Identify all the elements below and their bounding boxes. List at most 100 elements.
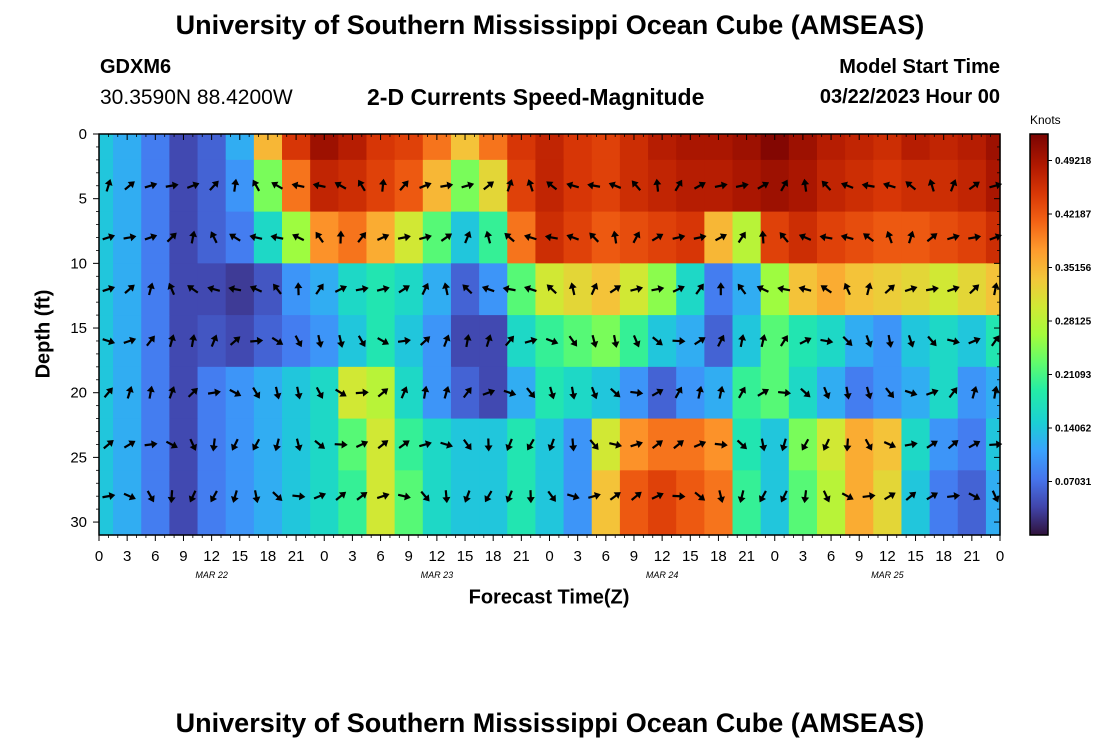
- heat-cell: [901, 470, 931, 536]
- current-arrow: [397, 233, 411, 242]
- heat-cell: [901, 211, 931, 264]
- colorbar-units: Knots: [1030, 113, 1061, 127]
- x-tick-label: 3: [348, 548, 356, 565]
- current-arrow: [672, 285, 685, 293]
- current-arrow: [884, 284, 895, 295]
- current-arrow: [464, 231, 472, 244]
- current-arrow: [252, 179, 261, 192]
- current-arrow: [883, 181, 896, 190]
- current-arrow: [904, 389, 918, 397]
- station-coordinates: 30.3590N 88.4200W: [100, 86, 293, 109]
- current-arrow: [294, 386, 303, 400]
- current-arrow: [947, 440, 959, 450]
- current-arrow: [399, 180, 409, 191]
- heat-cell: [535, 418, 565, 471]
- current-arrow: [442, 490, 451, 504]
- current-arrow: [526, 490, 535, 504]
- current-arrow: [189, 334, 198, 348]
- y-tick-label: 5: [79, 191, 87, 208]
- current-arrow: [738, 386, 746, 399]
- current-arrow: [546, 284, 557, 295]
- current-arrow: [949, 179, 958, 192]
- current-arrow: [189, 438, 197, 451]
- current-arrow: [209, 438, 218, 452]
- current-arrow: [252, 438, 261, 451]
- current-arrow: [210, 490, 218, 503]
- current-arrow: [566, 492, 580, 501]
- heat-cell: [648, 211, 677, 264]
- x-tick-label: 6: [151, 548, 159, 565]
- current-arrow: [355, 285, 369, 293]
- current-arrow: [778, 388, 792, 397]
- current-arrow: [907, 334, 915, 348]
- heat-cell: [788, 366, 818, 420]
- current-arrow: [165, 181, 179, 190]
- current-arrow: [693, 181, 706, 190]
- current-arrow: [672, 337, 686, 346]
- current-arrow: [799, 336, 812, 345]
- chart-axes: 0 3 6 9 12 15 18 21 0 3 6 9 12 15 18 21 0 3 6 9 12 15 18 21 0 3 6 9…: [70, 126, 1004, 580]
- current-arrow: [294, 438, 303, 452]
- heat-cell: [845, 470, 874, 536]
- current-arrow: [357, 335, 366, 348]
- current-arrow: [737, 283, 747, 295]
- x-tick-label: 18: [710, 548, 727, 565]
- current-arrow: [926, 233, 938, 243]
- heat-cell: [310, 470, 339, 536]
- current-arrow: [756, 285, 769, 293]
- heat-cell: [253, 470, 283, 536]
- current-arrow: [926, 440, 938, 449]
- heat-cell: [141, 315, 170, 368]
- y-tick-label: 30: [70, 514, 87, 531]
- current-arrow: [524, 233, 537, 242]
- date-label: MAR 23: [421, 570, 454, 580]
- current-arrow: [568, 335, 578, 347]
- current-arrow: [463, 490, 471, 503]
- current-arrow: [798, 233, 812, 241]
- current-arrow: [588, 492, 601, 500]
- current-arrow: [737, 231, 746, 244]
- current-arrow: [313, 492, 327, 500]
- heat-cell: [225, 418, 255, 471]
- x-tick-label: 0: [545, 548, 553, 565]
- current-arrow: [822, 490, 831, 503]
- current-arrow: [673, 440, 684, 450]
- current-arrow: [440, 181, 454, 190]
- current-arrow: [925, 285, 939, 293]
- current-arrow: [228, 285, 242, 293]
- current-arrow: [736, 439, 748, 450]
- page-title: University of Southern Mississippi Ocean…: [175, 10, 925, 40]
- current-arrow: [421, 385, 430, 399]
- heat-cell: [197, 159, 227, 213]
- current-arrow: [885, 230, 894, 244]
- current-arrow: [336, 230, 345, 244]
- current-arrow: [166, 232, 177, 243]
- current-arrow: [823, 386, 831, 400]
- heat-cell: [563, 366, 593, 420]
- y-tick-label: 20: [70, 385, 87, 402]
- current-arrow: [843, 386, 852, 400]
- x-tick-label: 15: [682, 548, 699, 565]
- y-tick-label: 25: [70, 449, 87, 466]
- heat-cell: [99, 418, 114, 471]
- heat-cell: [619, 315, 649, 368]
- current-arrow: [968, 440, 981, 449]
- x-tick-label: 12: [429, 548, 446, 565]
- heat-cell: [99, 366, 114, 420]
- current-arrow: [589, 439, 599, 450]
- current-arrow: [566, 233, 580, 241]
- current-arrow: [146, 385, 155, 399]
- heat-cell: [310, 315, 339, 368]
- current-arrow: [590, 386, 599, 400]
- current-arrow: [947, 233, 960, 242]
- current-arrow: [947, 285, 960, 293]
- heat-cell: [450, 315, 480, 368]
- current-arrow: [505, 438, 513, 451]
- heat-cell: [788, 159, 818, 213]
- current-arrow: [632, 231, 641, 244]
- heat-cell: [676, 470, 705, 536]
- x-tick-label: 18: [260, 548, 277, 565]
- heat-cell: [563, 470, 593, 536]
- current-arrow: [440, 233, 453, 242]
- heat-cell: [394, 418, 424, 471]
